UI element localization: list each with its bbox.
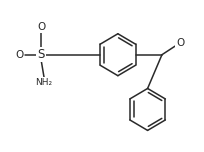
Text: O: O: [37, 22, 45, 32]
Text: S: S: [37, 48, 44, 61]
Text: O: O: [175, 38, 184, 48]
Text: O: O: [15, 50, 23, 60]
Text: NH₂: NH₂: [35, 78, 52, 87]
